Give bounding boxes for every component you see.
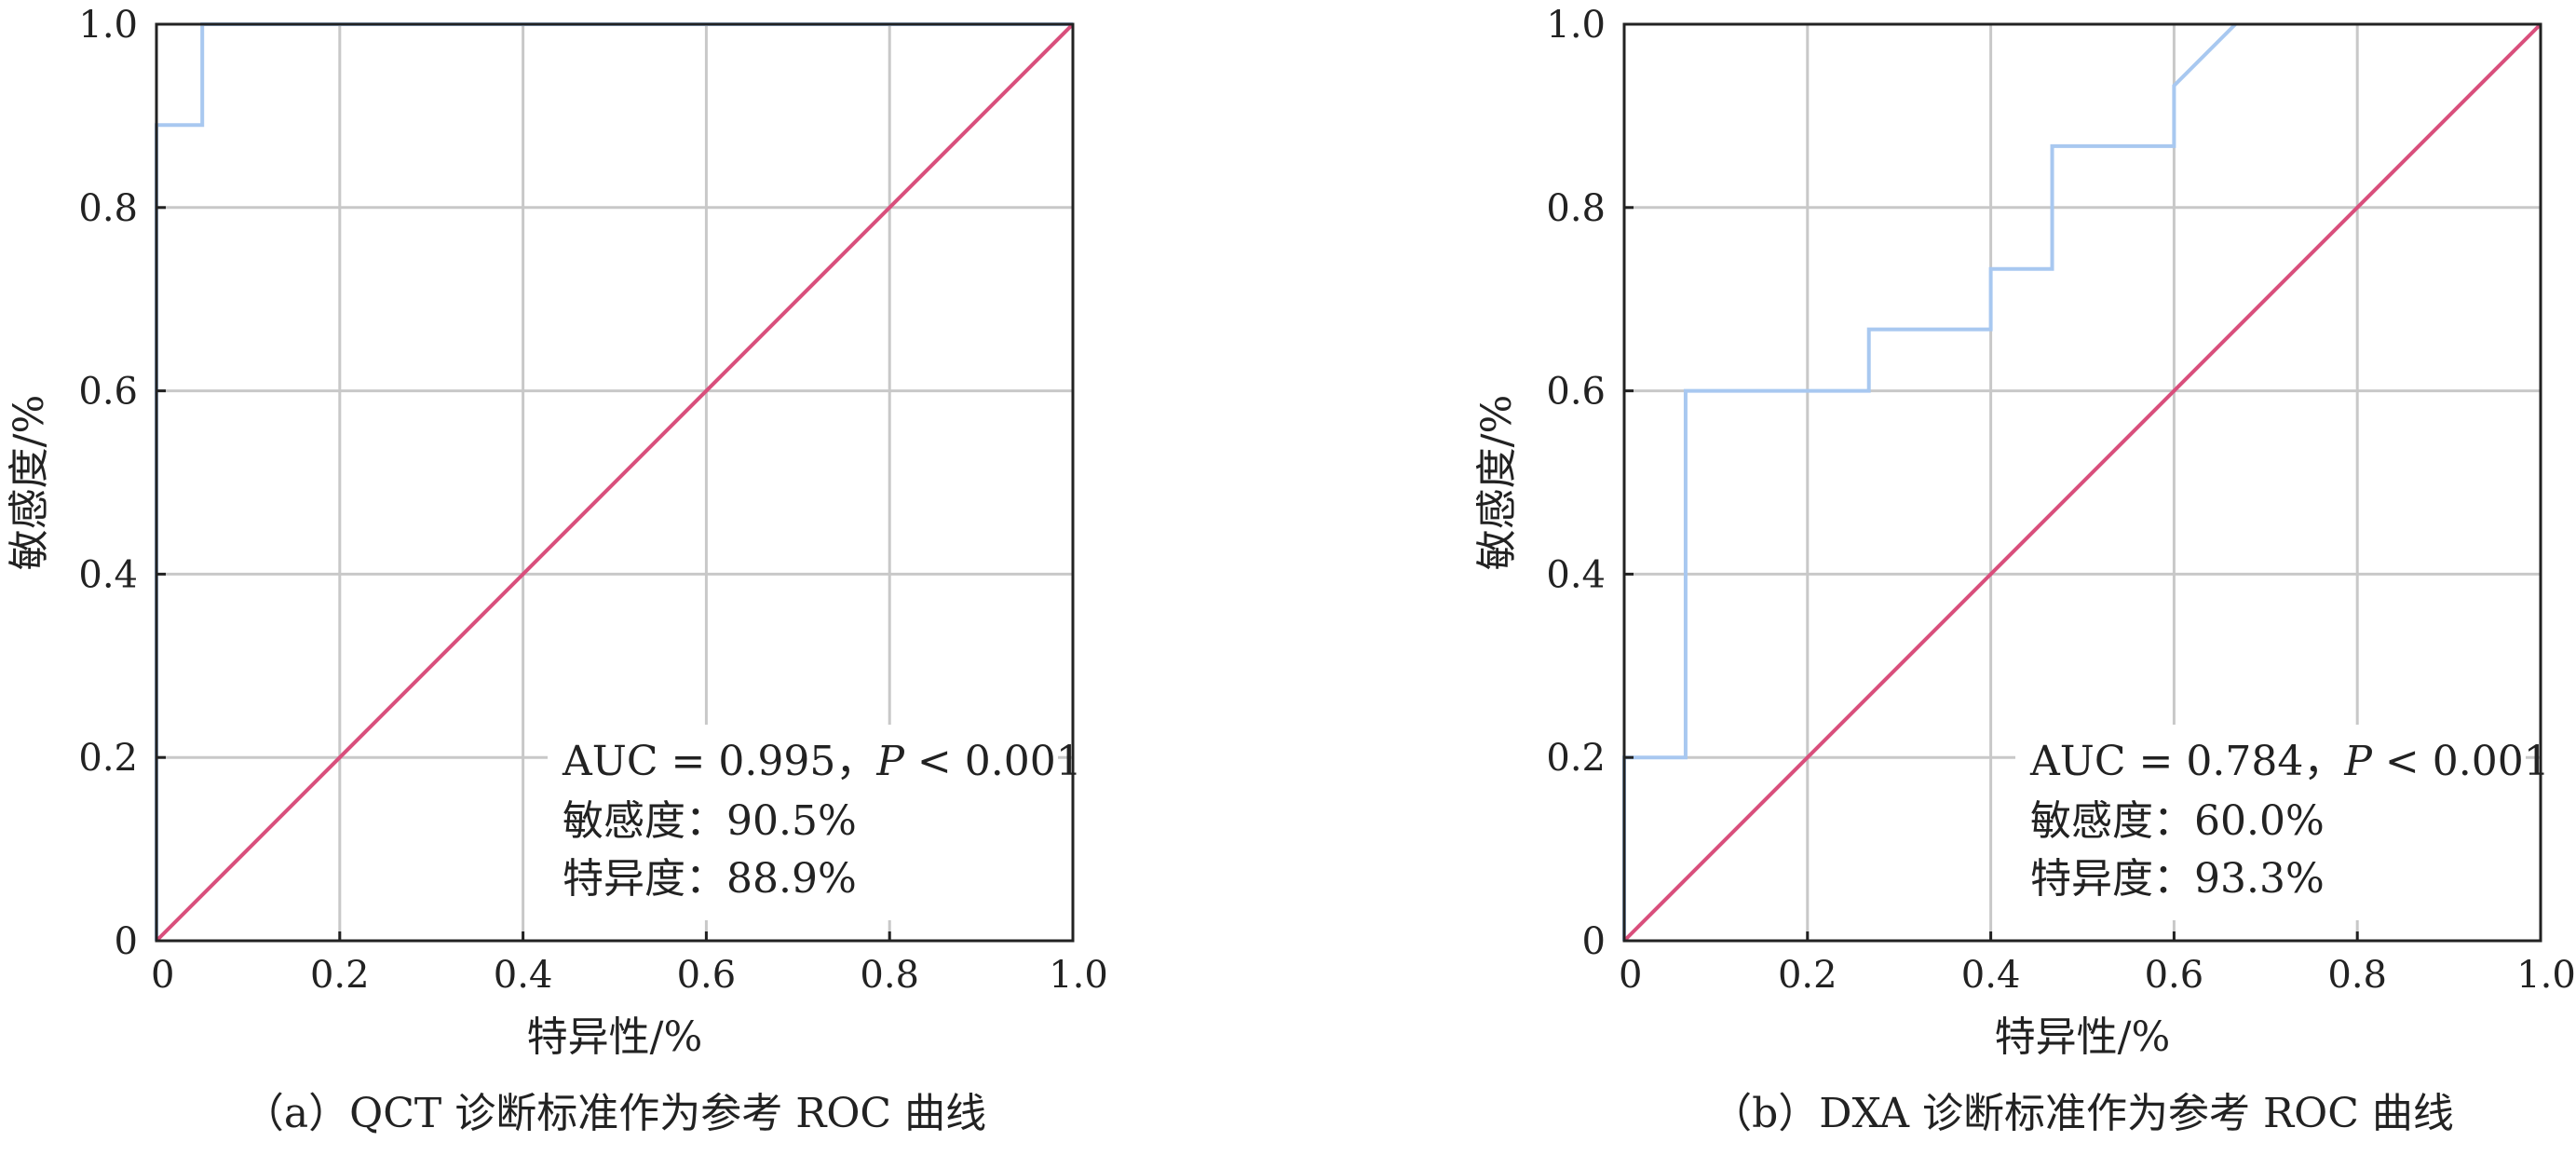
x-axis-title: 特异性/%: [527, 1013, 703, 1061]
specificity-annotation: 特异度：93.3%: [2030, 855, 2325, 903]
y-tick-label: 0.4: [78, 553, 138, 596]
panel-caption: （a）QCT 诊断标准作为参考 ROC 曲线: [243, 1090, 986, 1137]
p-value-text: < 0.001: [2372, 738, 2550, 785]
y-tick-label: 0.8: [78, 187, 138, 230]
chart-panel-b: 00 0.2 0.2 0.4 0.4 0.6 0.6 0.8 0.8 1.0 1.0 特异性/% 敏感度…: [1473, 4, 2576, 1137]
sensitivity-annotation: 敏感度：60.0%: [2030, 797, 2325, 845]
roc-curve: [1622, 22, 2237, 941]
y-tick-label: 0.2: [1546, 737, 1606, 780]
annotation-background: [2015, 725, 2526, 920]
y-tick-label: 0: [115, 920, 138, 963]
specificity-annotation: 特异度：88.9%: [563, 855, 857, 903]
x-tick-label: 0.8: [2327, 954, 2387, 997]
plot-frame: [155, 22, 1075, 943]
auc-annotation: AUC = 0.995，P < 0.001: [562, 738, 1082, 785]
x-tick-label: 0.4: [1961, 954, 2021, 997]
x-tick-label: 0.4: [494, 954, 553, 997]
annotation-background: [548, 725, 1058, 920]
x-tick-label: 0.2: [1778, 954, 1837, 997]
x-tick-label: 1.0: [1049, 954, 1108, 997]
y-tick-label: 0: [1582, 920, 1606, 963]
x-tick-label: 0.2: [310, 954, 370, 997]
y-tick-label: 1.0: [78, 4, 138, 47]
y-tick-label: 0.4: [1546, 553, 1606, 596]
y-tick-label: 0.6: [78, 371, 138, 414]
y-tick-label: 0.8: [1546, 187, 1606, 230]
x-tick-label: 0.6: [677, 954, 737, 997]
x-tick-label: 0: [1619, 954, 1642, 997]
y-tick-label: 0.2: [78, 737, 138, 780]
y-axis-title: 敏感度/%: [1473, 395, 1521, 571]
auc-text: AUC = 0.784，: [2029, 738, 2344, 785]
x-axis-title: 特异性/%: [1995, 1013, 2171, 1061]
p-symbol: P: [2343, 738, 2373, 785]
reference-line: [155, 22, 1075, 943]
x-tick-label: 1.0: [2516, 954, 2576, 997]
p-value-text: < 0.001: [904, 738, 1082, 785]
auc-annotation: AUC = 0.784，P < 0.001: [2029, 738, 2550, 785]
y-axis-title: 敏感度/%: [6, 395, 53, 571]
y-tick-label: 1.0: [1546, 4, 1606, 47]
panel-caption: （b）DXA 诊断标准作为参考 ROC 曲线: [1711, 1090, 2454, 1137]
sensitivity-annotation: 敏感度：90.5%: [563, 797, 857, 845]
y-tick-label: 0.6: [1546, 371, 1606, 414]
x-tick-label: 0.6: [2145, 954, 2204, 997]
p-symbol: P: [875, 738, 905, 785]
x-tick-label: 0.8: [860, 954, 919, 997]
reference-line: [1622, 22, 2542, 943]
auc-text: AUC = 0.995，: [562, 738, 876, 785]
plot-frame: [1622, 22, 2542, 943]
chart-panel-a: 00 0.2 0.2 0.4 0.4 0.6 0.6 0.8 0.8 1.0 1.0 特异性/% 敏感度…: [6, 4, 1108, 1137]
x-tick-label: 0: [151, 954, 174, 997]
